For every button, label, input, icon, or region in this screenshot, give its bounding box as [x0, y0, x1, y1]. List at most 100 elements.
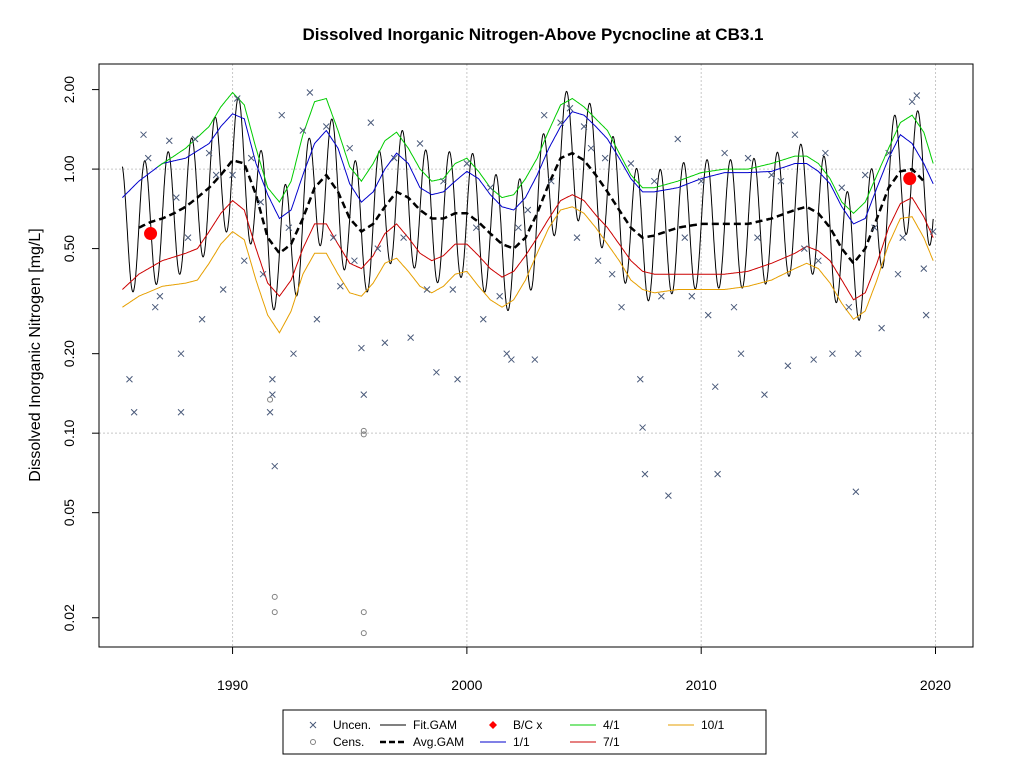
uncensored-point: [390, 154, 398, 162]
censored-point: [271, 593, 278, 600]
legend-cens--symbol: [310, 739, 316, 745]
uncensored-point: [212, 171, 220, 179]
uncensored-point: [351, 257, 358, 265]
series-4-1-line: [157, 91, 934, 214]
uncensored-point: [165, 137, 173, 145]
uncensored-point: [515, 224, 522, 232]
uncensored-point: [810, 356, 818, 363]
uncensored-point: [269, 391, 276, 398]
uncensored-point: [737, 350, 745, 358]
uncensored-point: [878, 324, 885, 332]
uncensored-point: [126, 375, 133, 383]
uncensored-point: [899, 234, 907, 242]
uncensored-point: [247, 154, 255, 162]
uncensored-point: [665, 492, 672, 500]
censored-point: [360, 427, 367, 434]
legend-1-1-label: 1/1: [513, 735, 530, 749]
legend-uncen--symbol: [309, 721, 317, 729]
legend-4-1-label: 4/1: [603, 718, 620, 732]
chart-title: Dissolved Inorganic Nitrogen-Above Pycno…: [303, 25, 764, 44]
uncensored-point: [191, 135, 199, 143]
series-10-1-line: [122, 206, 934, 334]
uncensored-point: [440, 177, 447, 185]
uncensored-point: [784, 362, 792, 370]
legend-10-1-label: 10/1: [701, 718, 725, 732]
uncensored-point: [240, 257, 248, 265]
uncensored-point: [754, 234, 761, 242]
uncensored-point: [299, 127, 307, 134]
uncensored-point: [852, 488, 860, 496]
uncensored-point: [814, 257, 822, 265]
uncensored-point: [313, 315, 321, 323]
uncensored-point: [791, 131, 799, 139]
uncensored-point: [838, 184, 846, 192]
bc-point: [903, 172, 917, 186]
uncensored-point: [650, 177, 658, 185]
uncensored-point: [714, 470, 721, 478]
uncensored-point: [184, 234, 192, 242]
uncensored-point: [271, 462, 279, 470]
legend-avg-gam-label: Avg.GAM: [413, 735, 464, 749]
uncensored-point: [704, 311, 712, 319]
bc-point: [144, 227, 158, 241]
uncensored-point: [618, 303, 625, 311]
uncensored-point: [496, 292, 504, 300]
y-tick-label: 0.02: [61, 604, 77, 631]
uncensored-point: [454, 375, 461, 383]
censored-point: [360, 609, 367, 616]
uncensored-point: [688, 292, 696, 300]
legend: Uncen. Cens. Fit.GAM Avg.GAM B/C x 1/1 4/1 7/1 1…: [282, 709, 767, 755]
uncensored-point: [130, 408, 138, 416]
uncensored-point: [557, 119, 564, 126]
legend-cens--label: Cens.: [333, 735, 364, 749]
uncensored-point: [449, 286, 457, 293]
censored-point: [360, 431, 367, 438]
uncensored-point: [479, 315, 487, 323]
uncensored-point: [777, 177, 785, 185]
uncensored-point: [658, 292, 665, 300]
uncensored-point: [768, 171, 775, 179]
uncensored-point: [674, 135, 682, 143]
uncensored-point: [697, 177, 705, 185]
uncensored-point: [423, 286, 431, 293]
uncensored-point: [407, 334, 414, 342]
y-tick-label: 0.10: [61, 419, 77, 446]
uncensored-point: [503, 350, 511, 358]
uncensored-point: [322, 123, 330, 130]
uncensored-point: [259, 270, 267, 278]
uncensored-point: [871, 224, 878, 232]
legend-uncen--label: Uncen.: [333, 718, 371, 732]
uncensored-point: [531, 356, 539, 363]
legend-fit-gam-label: Fit.GAM: [413, 718, 457, 732]
uncensored-point: [730, 303, 738, 311]
uncensored-point: [627, 160, 635, 167]
uncensored-point: [416, 140, 424, 147]
uncensored-point: [285, 224, 293, 232]
uncensored-point: [140, 131, 147, 139]
uncensored-point: [566, 104, 574, 112]
uncensored-point: [861, 171, 869, 179]
uncensored-point: [721, 149, 728, 157]
uncensored-point: [374, 245, 382, 252]
uncensored-point: [306, 89, 314, 96]
uncensored-point: [198, 315, 206, 323]
uncensored-point: [608, 270, 616, 278]
uncensored-point: [229, 171, 236, 179]
y-tick-label: 2.00: [61, 76, 77, 103]
uncensored-point: [913, 92, 921, 99]
uncensored-point: [278, 111, 286, 119]
uncensored-point: [524, 206, 532, 214]
uncensored-point: [894, 270, 902, 278]
legend-7-1-label: 7/1: [603, 735, 620, 749]
uncensored-point: [433, 368, 440, 376]
uncensored-point: [336, 282, 344, 290]
uncensored-point: [472, 224, 480, 232]
x-tick-label: 2010: [686, 677, 717, 693]
uncensored-point: [360, 391, 368, 398]
uncensored-point: [151, 303, 159, 311]
x-tick-label: 2020: [920, 677, 951, 693]
uncensored-point: [358, 344, 365, 352]
x-tick-label: 2000: [451, 677, 482, 693]
uncensored-point: [639, 424, 646, 431]
